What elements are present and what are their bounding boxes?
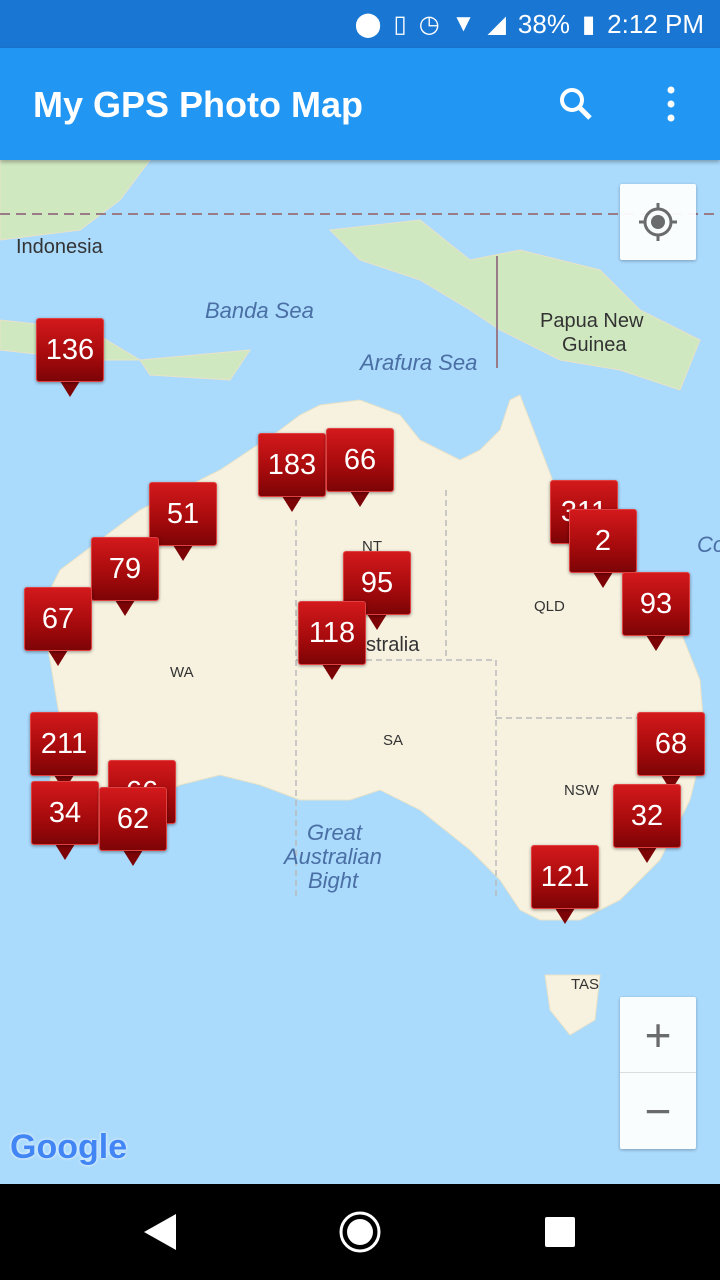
back-button[interactable] <box>140 1212 180 1252</box>
clock: 2:12 PM <box>607 8 704 39</box>
label-coral-sea: Co <box>697 532 720 557</box>
photo-cluster-marker[interactable]: 62 <box>99 787 167 867</box>
marker-count: 66 <box>326 428 394 492</box>
label-qld: QLD <box>534 598 565 615</box>
marker-count: 67 <box>24 587 92 651</box>
zoom-in-button[interactable]: + <box>620 997 696 1073</box>
marker-count: 183 <box>258 433 326 497</box>
zoom-out-button[interactable]: − <box>644 1085 672 1137</box>
photo-cluster-marker[interactable]: 32 <box>613 784 681 864</box>
navigation-bar <box>0 1184 720 1280</box>
label-bight-2: Australian <box>284 844 382 869</box>
marker-pointer <box>646 635 666 651</box>
marker-count: 2 <box>569 509 637 573</box>
wifi-icon: ▼ <box>451 10 476 37</box>
marker-pointer <box>350 491 370 507</box>
home-button[interactable] <box>338 1210 382 1254</box>
photo-cluster-marker[interactable]: 136 <box>36 318 104 398</box>
marker-pointer <box>322 664 342 680</box>
label-nt: NT <box>362 538 382 555</box>
label-banda-sea: Banda Sea <box>205 298 314 323</box>
marker-count: 34 <box>31 781 99 845</box>
crosshair-icon <box>639 203 677 241</box>
battery-level: 38% <box>517 8 570 39</box>
marker-count: 136 <box>36 318 104 382</box>
more-vert-icon[interactable] <box>656 84 686 124</box>
label-bight-1: Great <box>307 820 363 845</box>
photo-cluster-marker[interactable]: 67 <box>24 587 92 667</box>
recents-button[interactable] <box>544 1216 576 1248</box>
photo-cluster-marker[interactable]: 93 <box>622 572 690 652</box>
status-bar: ⬤ ▯ ◷ ▼ ◢ 38% ▮ 2:12 PM <box>0 0 720 48</box>
vibrate-icon: ▯ <box>393 10 407 38</box>
marker-count: 121 <box>531 845 599 909</box>
label-sa: SA <box>383 732 404 749</box>
photo-cluster-marker[interactable]: 183 <box>258 433 326 513</box>
marker-count: 68 <box>637 712 705 776</box>
label-wa: WA <box>170 664 194 681</box>
app-title: My GPS Photo Map <box>33 84 364 125</box>
label-bight-3: Bight <box>308 868 359 893</box>
marker-pointer <box>173 545 193 561</box>
photo-cluster-marker[interactable]: 211 <box>30 712 98 792</box>
photo-cluster-marker[interactable]: 34 <box>31 781 99 861</box>
photo-cluster-marker[interactable]: 95 <box>343 551 411 631</box>
marker-count: 93 <box>622 572 690 636</box>
marker-pointer <box>60 381 80 397</box>
alarm-icon: ◷ <box>418 10 440 38</box>
marker-pointer <box>637 847 657 863</box>
battery-icon: ▮ <box>581 10 596 38</box>
location-icon: ⬤ <box>354 10 382 38</box>
photo-cluster-marker[interactable]: 66 <box>326 428 394 508</box>
marker-count: 211 <box>30 712 98 776</box>
photo-cluster-marker[interactable]: 121 <box>531 845 599 925</box>
label-nsw: NSW <box>564 782 599 799</box>
app-bar: My GPS Photo Map <box>0 48 720 160</box>
label-png-1: Papua New <box>540 310 644 332</box>
marker-pointer <box>555 908 575 924</box>
marker-pointer <box>123 850 143 866</box>
marker-count: 79 <box>91 537 159 601</box>
label-png-2: Guinea <box>562 334 627 356</box>
marker-count: 95 <box>343 551 411 615</box>
marker-pointer <box>367 614 387 630</box>
my-location-button[interactable] <box>620 184 696 260</box>
map-view[interactable]: Indonesia Banda Sea Arafura Sea Papua Ne… <box>0 160 720 1184</box>
marker-count: 62 <box>99 787 167 851</box>
marker-pointer <box>55 844 75 860</box>
marker-pointer <box>115 600 135 616</box>
photo-cluster-marker[interactable]: 118 <box>298 601 366 681</box>
google-logo: Google <box>10 1128 128 1166</box>
photo-cluster-marker[interactable]: 68 <box>637 712 705 792</box>
label-australia: stralia <box>366 634 420 656</box>
marker-pointer <box>593 572 613 588</box>
photo-cluster-marker[interactable]: 2 <box>569 509 637 589</box>
label-indonesia: Indonesia <box>16 236 103 258</box>
label-arafura-sea: Arafura Sea <box>360 350 478 375</box>
marker-count: 51 <box>149 482 217 546</box>
zoom-controls: + − <box>620 997 696 1149</box>
signal-icon: ◢ <box>487 10 506 38</box>
photo-cluster-marker[interactable]: 51 <box>149 482 217 562</box>
photo-cluster-marker[interactable]: 79 <box>91 537 159 617</box>
marker-count: 32 <box>613 784 681 848</box>
marker-count: 118 <box>298 601 366 665</box>
label-tas: TAS <box>571 976 600 993</box>
search-icon[interactable] <box>556 84 596 124</box>
marker-pointer <box>282 496 302 512</box>
marker-pointer <box>48 650 68 666</box>
